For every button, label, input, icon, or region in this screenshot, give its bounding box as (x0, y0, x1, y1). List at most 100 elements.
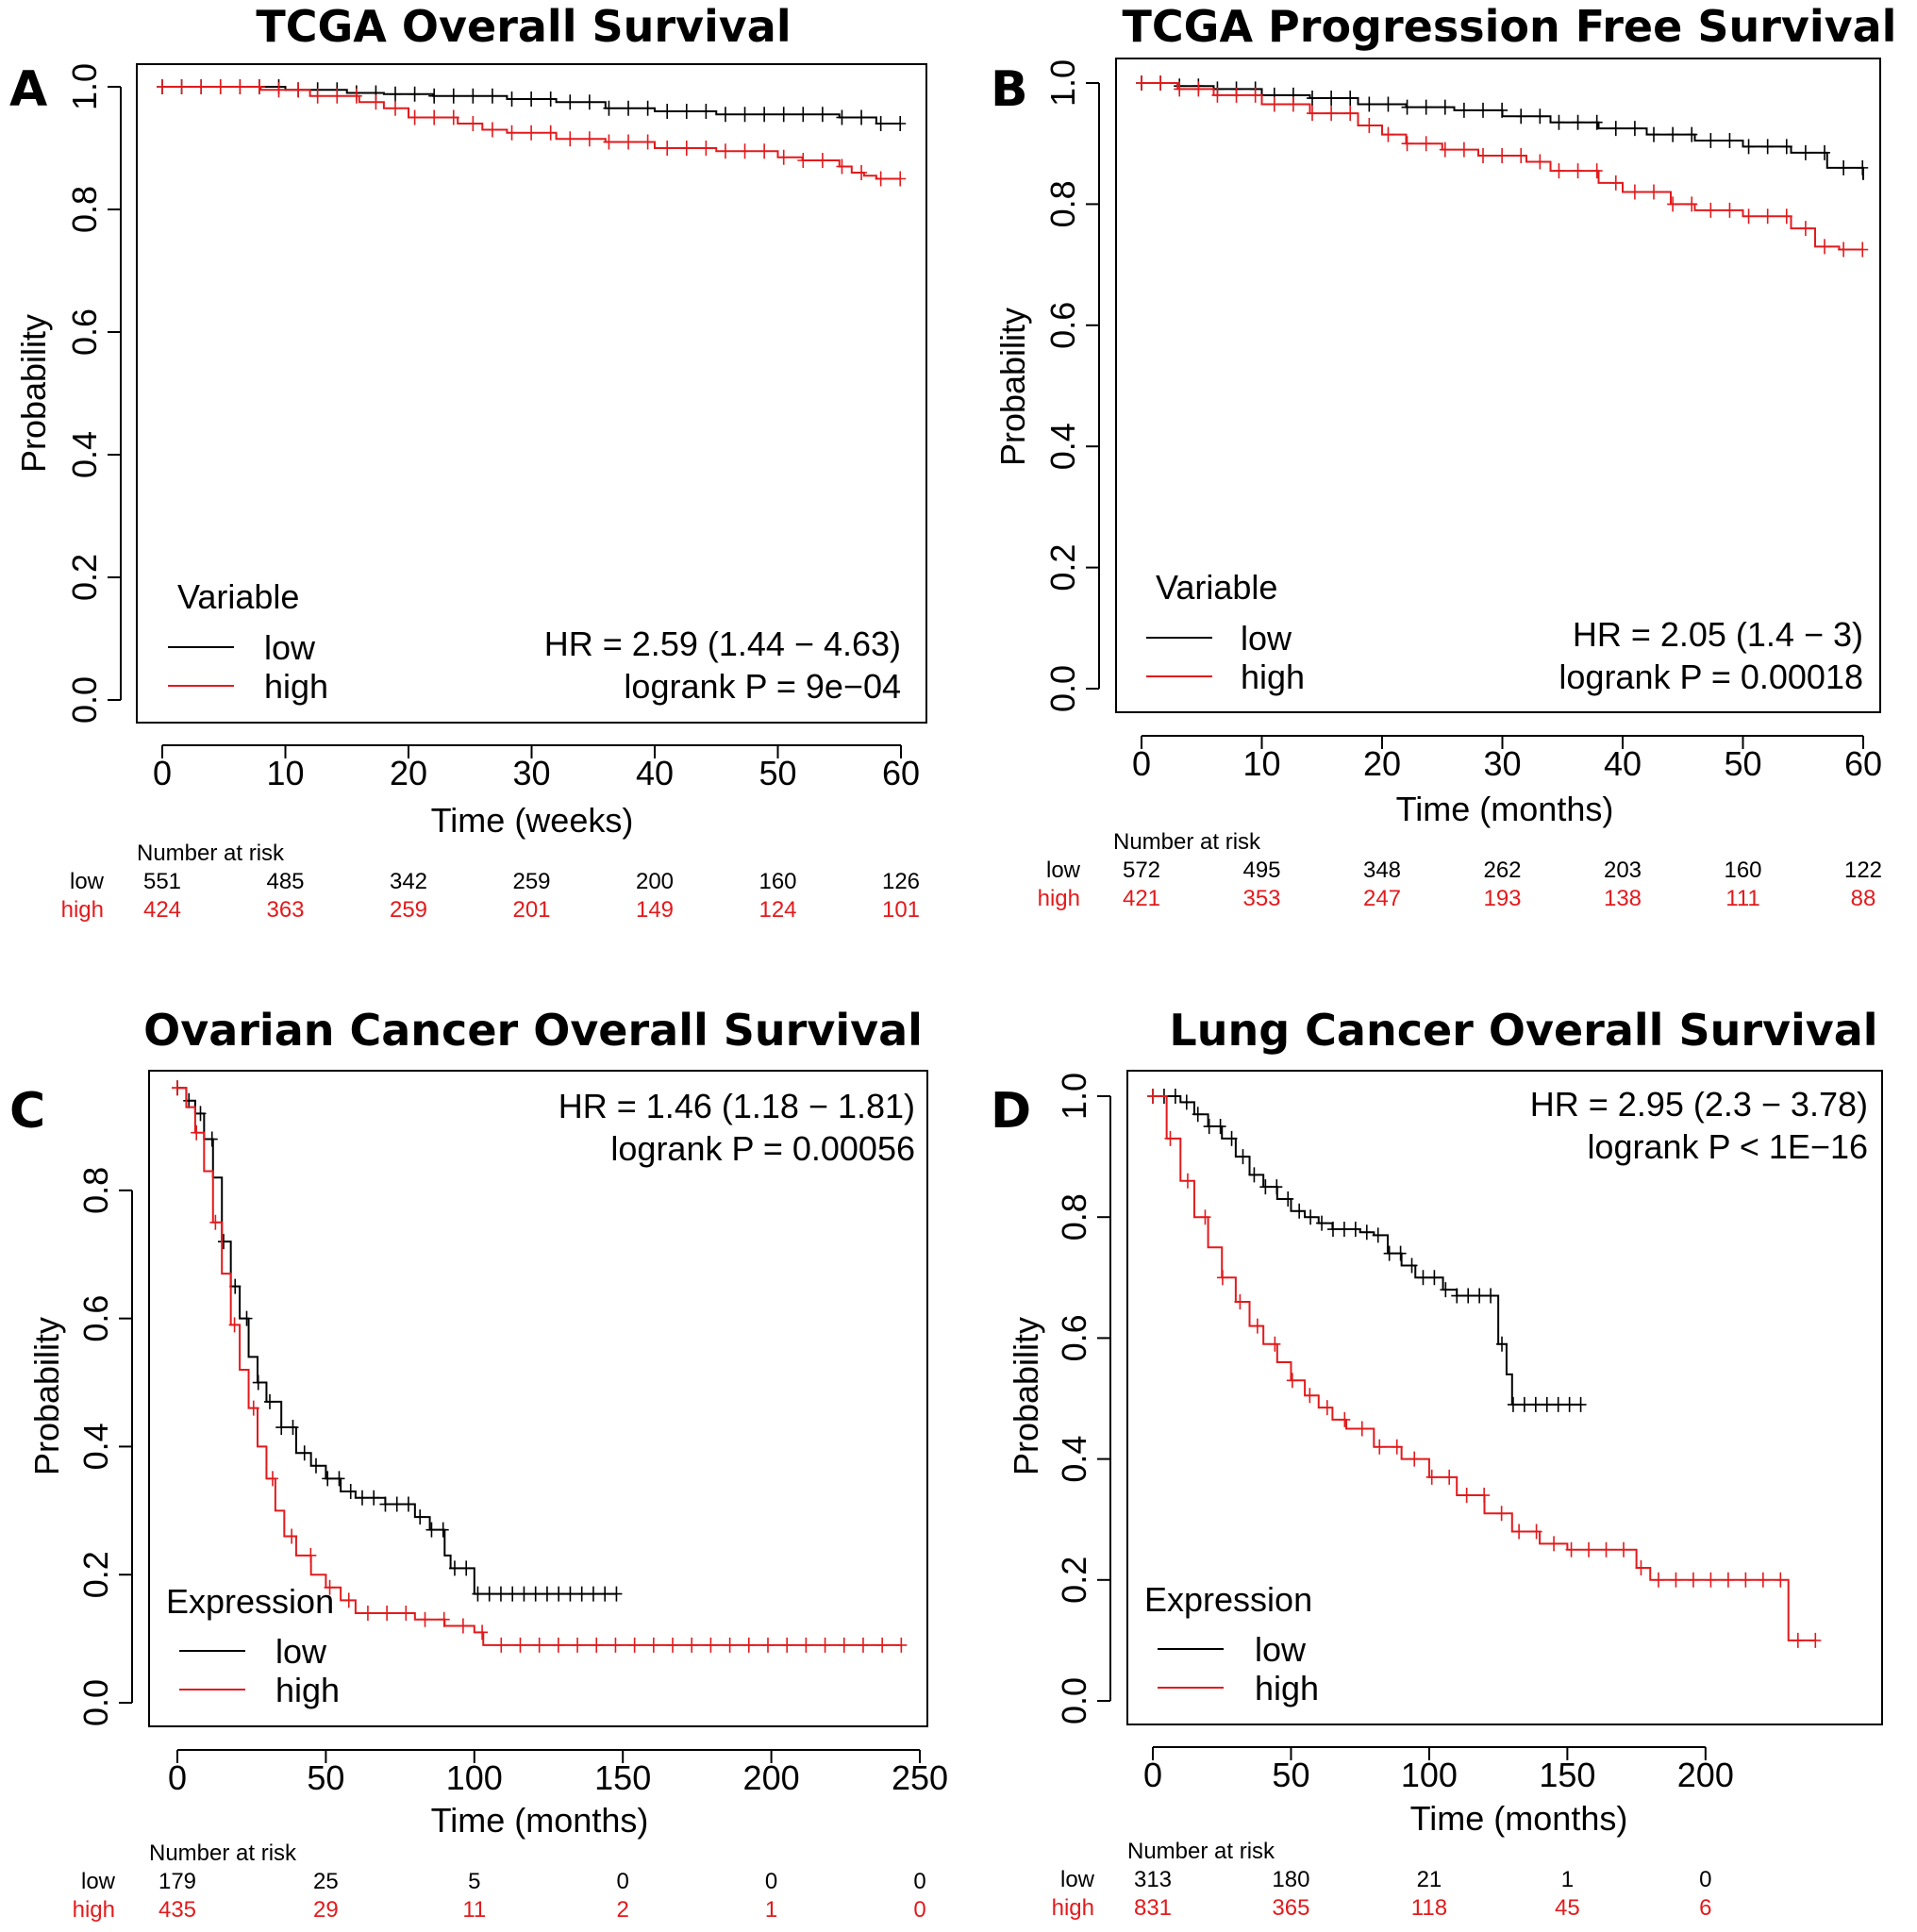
panel-c-censor-high (609, 1637, 622, 1653)
panel-a-risk-high-label: high (61, 897, 104, 923)
panel-d-risk-low-label: low (1060, 1867, 1095, 1892)
panel-a-censor-low (777, 107, 790, 123)
panel-d-censor-low (1575, 1396, 1587, 1412)
panel-a-x-tick-label: 60 (882, 754, 920, 792)
panel-a-risk-low-value: 485 (266, 869, 304, 894)
panel-a-title: TCGA Overall Survival (256, 1, 791, 52)
panel-d-y-tick-label: 0.6 (1055, 1314, 1093, 1361)
panel-b-censor-high (1230, 87, 1242, 103)
panel-d-censor-low (1360, 1224, 1373, 1241)
panel-d-risk-high-value: 118 (1411, 1895, 1447, 1921)
panel-b-title: TCGA Progression Free Survival (1123, 1, 1897, 52)
panel-b-censor-low (1799, 144, 1811, 160)
panel-c-censor-low (575, 1586, 588, 1602)
panel-b-censor-low (1420, 99, 1432, 115)
panel-b-censor-high (1136, 75, 1147, 91)
panel-d-censor-high (1234, 1293, 1246, 1309)
panel-b-censor-high (1192, 81, 1205, 97)
panel-a-censor-high (525, 125, 538, 141)
panel-a-risk-high-value: 363 (266, 897, 304, 923)
panel-a-censor-high (816, 153, 828, 168)
panel-d-censor-low (1349, 1222, 1361, 1238)
panel-b-censor-high (1439, 142, 1451, 158)
panel-c-risk-high-label: high (73, 1897, 115, 1923)
panel-c-ylabel: Probability (27, 1317, 66, 1475)
panel-b-censor-high (1686, 196, 1698, 212)
panel-d-censor-high (1652, 1572, 1664, 1588)
panel-d-censor-high (1147, 1089, 1159, 1104)
panel-d-censor-high (1635, 1559, 1647, 1575)
panel-a-censor-high (486, 122, 498, 138)
panel-b-risk-low-value: 122 (1844, 858, 1882, 883)
panel-b-logrank-p: logrank P = 0.00018 (1559, 658, 1863, 696)
panel-d-y-tick-label: 0.4 (1055, 1436, 1093, 1483)
panel-a-censor-high (623, 134, 635, 150)
panel-c-curves (172, 1080, 908, 1653)
panel-a-censor-high (214, 79, 226, 94)
panel-c-censor-low (356, 1490, 368, 1506)
panel-b-censor-high (1307, 106, 1318, 122)
panel-d-censor-high (1321, 1400, 1333, 1416)
panel-a-censor-high (583, 131, 595, 147)
panel-a-censor-high (390, 100, 402, 116)
panel-c-censor-low (448, 1560, 460, 1576)
panel-b-censor-low (1325, 91, 1338, 107)
panel-d-censor-high (1339, 1411, 1351, 1427)
panel-d-censor-low (1518, 1396, 1530, 1412)
panel-a-risk-low-label: low (70, 869, 105, 894)
panel-d-censor-high (1530, 1524, 1542, 1540)
panel-c-risk-high-value: 29 (313, 1897, 339, 1923)
panel-d-censor-high (1740, 1572, 1752, 1588)
panel-a-ylabel: Probability (14, 314, 53, 473)
panel-d-risk-high-value: 831 (1134, 1895, 1172, 1921)
panel-a-censor-low (739, 107, 751, 123)
panel-b-risk-low-value: 160 (1724, 858, 1761, 883)
panel-b-risk-low-value: 495 (1242, 858, 1280, 883)
panel-b-ylabel: Probability (993, 308, 1032, 466)
panel-d-censor-high (1757, 1572, 1769, 1588)
panel-a-risk-high-value: 149 (636, 897, 674, 923)
panel-a-censor-high (506, 125, 518, 141)
panel-c-curve-low (177, 1087, 617, 1595)
panel-d-censor-high (1670, 1572, 1682, 1588)
panel-a-x-tick-label: 50 (758, 754, 796, 792)
panel-a-censor-high (894, 171, 907, 187)
panel-a-censor-low (700, 104, 712, 119)
panel-c-censor-high (857, 1637, 869, 1653)
panel-b-censor-low (1439, 99, 1451, 115)
panel-b-censor-high (1724, 202, 1736, 218)
panel-c-censor-high (819, 1637, 831, 1653)
panel-c-risk-high-value: 0 (913, 1897, 925, 1923)
panel-a-censor-high (253, 79, 265, 94)
panel-b-letter: B (991, 61, 1028, 118)
panel-a-censor-high (408, 109, 421, 125)
panel-c-censor-high (895, 1637, 908, 1653)
panel-b-censor-high (1344, 106, 1357, 122)
panel-d-risk-high-label: high (1052, 1895, 1094, 1921)
panel-c-censor-low (252, 1374, 264, 1391)
panel-c-hazard-ratio: HR = 1.46 (1.18 − 1.81) (558, 1087, 915, 1125)
panel-b-risk-high-value: 193 (1483, 886, 1521, 911)
panel-d-legend-low: low (1255, 1630, 1307, 1669)
panel-c-censor-high (800, 1637, 812, 1653)
panel-d-censor-low (1440, 1282, 1452, 1298)
panel-a-censor-low (797, 107, 809, 123)
panel-c: Ovarian Cancer Overall Survival C Probab… (9, 1005, 948, 1923)
panel-b-censor-high (1761, 208, 1774, 225)
panel-b-risk-low-value: 203 (1604, 858, 1642, 883)
panel-d-x-tick-label: 150 (1539, 1756, 1595, 1794)
panel-d-censor-low (1225, 1130, 1238, 1146)
panel-b-x-ticks: 0 10 20 30 40 50 60 (1132, 735, 1882, 783)
panel-a-censor-high (311, 88, 324, 104)
panel-c-censor-low (275, 1420, 288, 1436)
panel-d-censor-low (1541, 1396, 1553, 1412)
panel-a-censor-low (603, 100, 615, 116)
panel-d-censor-low (1214, 1119, 1226, 1135)
panel-d-censor-high (1583, 1541, 1595, 1557)
panel-c-censor-low (494, 1586, 507, 1602)
panel-b-censor-low (1477, 102, 1490, 118)
panel-c-censor-high (172, 1080, 183, 1096)
panel-d-censor-high (1478, 1488, 1491, 1504)
panel-d-censor-low (1507, 1396, 1519, 1412)
panel-d-censor-low (1271, 1179, 1283, 1195)
